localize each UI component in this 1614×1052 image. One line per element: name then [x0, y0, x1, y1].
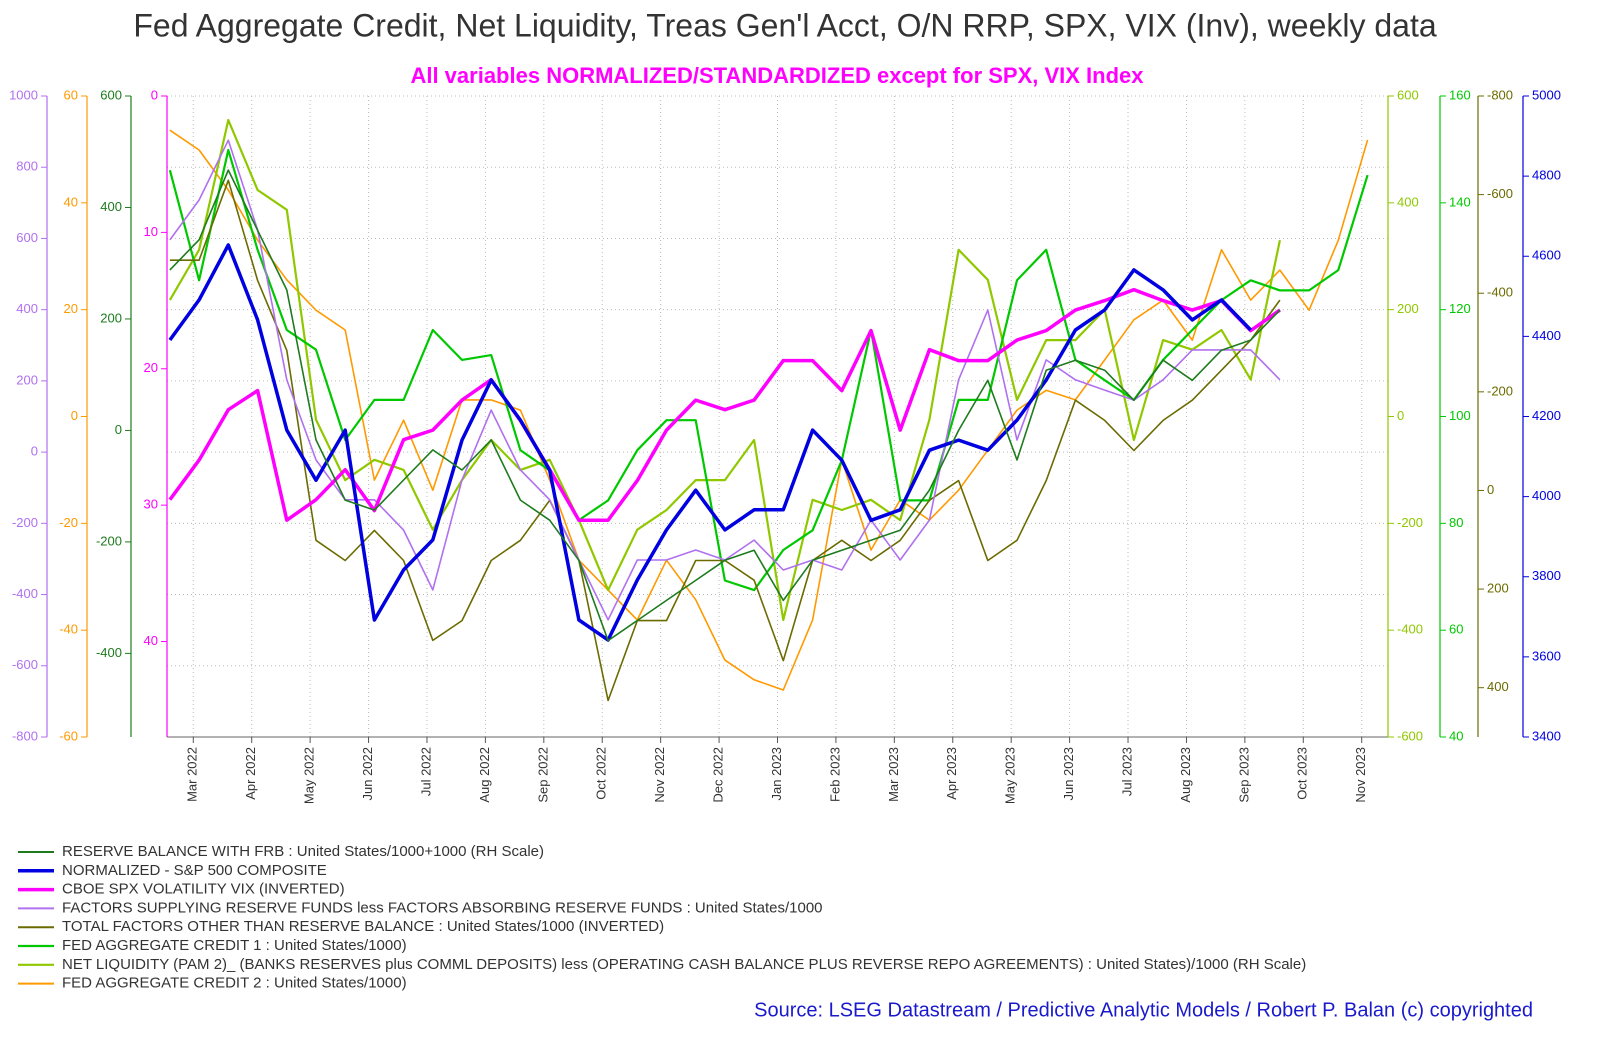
y-tick-label: 800 — [16, 159, 38, 174]
y-tick-label: 200 — [16, 372, 38, 387]
y-tick-label: 3600 — [1532, 648, 1561, 663]
y-tick-label: -200 — [1397, 515, 1423, 530]
y-tick-label: 40 — [144, 633, 158, 648]
y-tick-label: 3400 — [1532, 728, 1561, 743]
y-tick-label: -40 — [59, 622, 78, 637]
series-line — [168, 148, 1369, 592]
y-tick-label: -600 — [1487, 186, 1513, 201]
y-tick-label: 0 — [71, 408, 78, 423]
y-tick-label: 1000 — [9, 87, 38, 102]
x-tick-label: Mar 2022 — [185, 747, 200, 802]
y-tick-label: -600 — [1397, 728, 1423, 743]
x-tick-label: Jun 2023 — [1061, 747, 1076, 801]
y-tick-label: -200 — [96, 533, 122, 548]
y-tick-label: 0 — [31, 444, 38, 459]
x-tick-label: May 2023 — [1003, 747, 1018, 804]
x-tick-label: Nov 2023 — [1353, 747, 1368, 803]
y-tick-label: -200 — [1487, 383, 1513, 398]
y-tick-label: -600 — [12, 657, 38, 672]
x-tick-label: Oct 2022 — [594, 747, 609, 800]
legend-label: NET LIQUIDITY (PAM 2)_ (BANKS RESERVES p… — [62, 956, 1306, 973]
y-tick-label: 140 — [1449, 194, 1471, 209]
x-tick-label: Sep 2022 — [535, 747, 550, 803]
x-tick-label: Aug 2023 — [1178, 747, 1193, 803]
legend-label: NORMALIZED - S&P 500 COMPOSITE — [62, 862, 327, 879]
y-tick-label: -400 — [12, 586, 38, 601]
x-tick-label: Nov 2022 — [652, 747, 667, 803]
y-tick-label: 20 — [144, 360, 158, 375]
series-line — [169, 129, 1369, 691]
chart-subtitle: All variables NORMALIZED/STANDARDIZED ex… — [410, 63, 1144, 88]
y-tick-label: -200 — [12, 515, 38, 530]
y-tick-label: 5000 — [1532, 87, 1561, 102]
x-tick-label: Apr 2023 — [944, 747, 959, 800]
x-tick-label: Jul 2023 — [1119, 747, 1134, 796]
y-tick-label: -800 — [1487, 87, 1513, 102]
y-tick-label: 400 — [100, 199, 122, 214]
y-tick-label: 40 — [1449, 728, 1463, 743]
y-tick-label: 40 — [64, 194, 78, 209]
legend-label: FACTORS SUPPLYING RESERVE FUNDS less FAC… — [62, 899, 823, 916]
y-tick-label: 100 — [1449, 408, 1471, 423]
y-tick-label: 4200 — [1532, 408, 1561, 423]
y-tick-label: -400 — [1487, 285, 1513, 300]
x-tick-label: May 2022 — [302, 747, 317, 804]
x-tick-label: Dec 2022 — [711, 747, 726, 803]
series-line — [168, 243, 1252, 642]
x-tick-label: Aug 2022 — [477, 747, 492, 803]
y-tick-label: -60 — [59, 728, 78, 743]
y-tick-label: 20 — [64, 301, 78, 316]
y-tick-label: 200 — [1487, 581, 1509, 596]
series-line — [168, 118, 1281, 622]
legend-label: TOTAL FACTORS OTHER THAN RESERVE BALANCE… — [62, 918, 664, 935]
legend-label: FED AGGREGATE CREDIT 2 : United States/1… — [62, 975, 407, 992]
y-tick-label: 400 — [1397, 194, 1419, 209]
y-tick-label: -400 — [96, 645, 122, 660]
x-tick-label: Oct 2023 — [1295, 747, 1310, 800]
legend-label: RESERVE BALANCE WITH FRB : United States… — [62, 843, 544, 860]
x-tick-label: Jul 2022 — [418, 747, 433, 796]
y-tick-label: 0 — [1487, 482, 1494, 497]
x-tick-label: Feb 2023 — [827, 747, 842, 802]
y-tick-label: 3800 — [1532, 568, 1561, 583]
y-tick-label: 0 — [151, 87, 158, 102]
x-tick-label: Mar 2023 — [886, 747, 901, 802]
y-tick-label: 600 — [16, 230, 38, 245]
y-tick-label: 600 — [100, 87, 122, 102]
y-tick-label: 10 — [144, 224, 158, 239]
source-note: Source: LSEG Datastream / Predictive Ana… — [754, 999, 1533, 1021]
y-tick-label: 80 — [1449, 515, 1463, 530]
y-tick-label: 60 — [64, 87, 78, 102]
series-line — [169, 169, 1281, 642]
y-tick-label: 400 — [1487, 679, 1509, 694]
y-tick-label: 4000 — [1532, 488, 1561, 503]
x-tick-label: Sep 2023 — [1236, 747, 1251, 803]
y-tick-label: 160 — [1449, 87, 1471, 102]
y-tick-label: 200 — [1397, 301, 1419, 316]
y-tick-label: 0 — [115, 422, 122, 437]
y-tick-label: 4400 — [1532, 328, 1561, 343]
y-tick-label: 200 — [100, 310, 122, 325]
y-tick-label: 120 — [1449, 301, 1471, 316]
y-tick-label: 0 — [1397, 408, 1404, 423]
y-tick-label: 4600 — [1532, 248, 1561, 263]
y-tick-label: 4800 — [1532, 168, 1561, 183]
y-tick-label: 600 — [1397, 87, 1419, 102]
legend-label: FED AGGREGATE CREDIT 1 : United States/1… — [62, 937, 407, 954]
chart-title: Fed Aggregate Credit, Net Liquidity, Tre… — [133, 7, 1436, 43]
x-tick-label: Apr 2022 — [243, 747, 258, 800]
y-tick-label: 60 — [1449, 622, 1463, 637]
legend-label: CBOE SPX VOLATILITY VIX (INVERTED) — [62, 881, 345, 898]
y-tick-label: 400 — [16, 301, 38, 316]
y-tick-label: 30 — [144, 497, 158, 512]
y-tick-label: -20 — [59, 515, 78, 530]
x-tick-label: Jan 2023 — [769, 747, 784, 801]
y-tick-label: -800 — [12, 728, 38, 743]
x-tick-label: Jun 2022 — [360, 747, 375, 801]
y-tick-label: -400 — [1397, 622, 1423, 637]
